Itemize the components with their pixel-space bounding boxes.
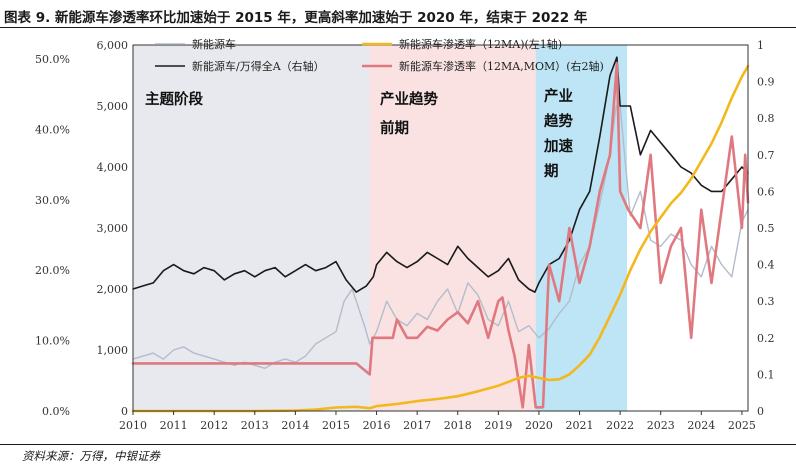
left-value-axis: 0 1,000 2,000 3,000 4,000 5,000 6,000 (97, 39, 129, 418)
source-note: 资料来源：万得，中银证券 (22, 449, 160, 463)
x-tick-label: 2020 (525, 419, 553, 432)
left-pct-tick-label: 10.0% (35, 335, 70, 348)
plot-frame (132, 44, 749, 412)
left-pct-tick-label: 0.0% (42, 405, 70, 418)
phase-backgrounds (133, 45, 628, 411)
right-tick-label: 1 (757, 39, 764, 52)
left-value-tick-label: 3,000 (97, 222, 129, 235)
right-tick-label: 0.1 (757, 368, 775, 381)
left-value-tick-label: 1,000 (97, 344, 129, 357)
x-tick-label: 2021 (566, 419, 594, 432)
left-pct-tick-label: 40.0% (35, 123, 70, 136)
x-tick-label: 2010 (119, 419, 147, 432)
phase-band (133, 45, 370, 411)
x-tick-label: 2013 (241, 419, 269, 432)
right-tick-label: 0.6 (757, 185, 775, 198)
series-line (131, 64, 750, 413)
series-lines (131, 56, 750, 413)
figure-title: 图表 9. 新能源车渗透率环比加速始于 2015 年，更高斜率加速始于 2020… (4, 10, 588, 26)
x-tick-label: 2011 (160, 419, 188, 432)
phase-band (535, 45, 628, 411)
source-rule (0, 444, 796, 445)
right-tick-label: 0.7 (757, 149, 775, 162)
phase-label: 主题阶段 (145, 90, 203, 108)
left-pct-tick-label: 20.0% (35, 264, 70, 277)
x-tick-label: 2017 (403, 419, 431, 432)
right-tick-label: 0.9 (757, 76, 775, 89)
x-tick-label: 2018 (444, 419, 472, 432)
x-tick-label: 2024 (687, 419, 715, 432)
x-tick-label: 2016 (363, 419, 391, 432)
x-axis: 2010 2011 2012 2013 2014 2015 2016 2017 2018 2019… (119, 411, 756, 432)
left-value-tick-label: 5,000 (97, 100, 129, 113)
left-pct-axis: 0.0% 10.0% 20.0% 30.0% 40.0% 50.0% (35, 53, 70, 418)
x-tick-label: 2022 (606, 419, 634, 432)
series-line (132, 56, 749, 293)
x-tick-label: 2015 (322, 419, 350, 432)
legend-label: 新能源车渗透率（12MA,MOM）(右2轴) (399, 59, 604, 73)
left-value-tick-label: 2,000 (97, 283, 129, 296)
phase-label: 产业 (544, 87, 573, 105)
phase-label: 产业趋势 (380, 90, 438, 108)
x-tick-label: 2025 (728, 419, 756, 432)
right-tick-label: 0 (757, 405, 764, 418)
right-tick-label: 0.5 (757, 222, 775, 235)
phase-band (369, 45, 536, 411)
left-value-tick-label: 0 (121, 405, 128, 418)
phase-label: 期 (544, 162, 559, 180)
right-tick-label: 0.3 (757, 295, 775, 308)
right-tick-label: 0.8 (757, 112, 775, 125)
legend-label: 新能源车/万得全A（右轴） (192, 59, 325, 73)
phase-label: 前期 (380, 119, 409, 137)
right-tick-label: 0.4 (757, 259, 775, 272)
right-tick-label: 0.2 (757, 332, 775, 345)
right-axis: 0 0.1 0.2 0.3 0.4 0.5 0.6 0.7 0.8 0.9 1 (757, 39, 775, 418)
phase-label: 加速 (543, 137, 573, 155)
x-tick-label: 2023 (647, 419, 675, 432)
left-pct-tick-label: 30.0% (35, 194, 70, 207)
legend-label: 新能源车 (192, 37, 236, 51)
x-tick-label: 2019 (484, 419, 512, 432)
legend: 新能源车 新能源车渗透率（12MA)(左1轴) 新能源车/万得全A（右轴） 新能源车渗… (155, 37, 604, 73)
left-value-tick-label: 6,000 (97, 39, 129, 52)
phase-label: 趋势 (544, 112, 573, 130)
legend-label: 新能源车渗透率（12MA)(左1轴) (399, 37, 562, 51)
left-value-tick-label: 4,000 (97, 161, 129, 174)
title-rule (0, 27, 796, 28)
left-pct-tick-label: 50.0% (35, 53, 70, 66)
x-tick-label: 2014 (281, 419, 309, 432)
x-tick-label: 2012 (200, 419, 228, 432)
